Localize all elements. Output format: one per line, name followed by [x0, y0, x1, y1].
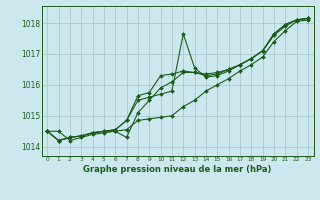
X-axis label: Graphe pression niveau de la mer (hPa): Graphe pression niveau de la mer (hPa) — [84, 165, 272, 174]
